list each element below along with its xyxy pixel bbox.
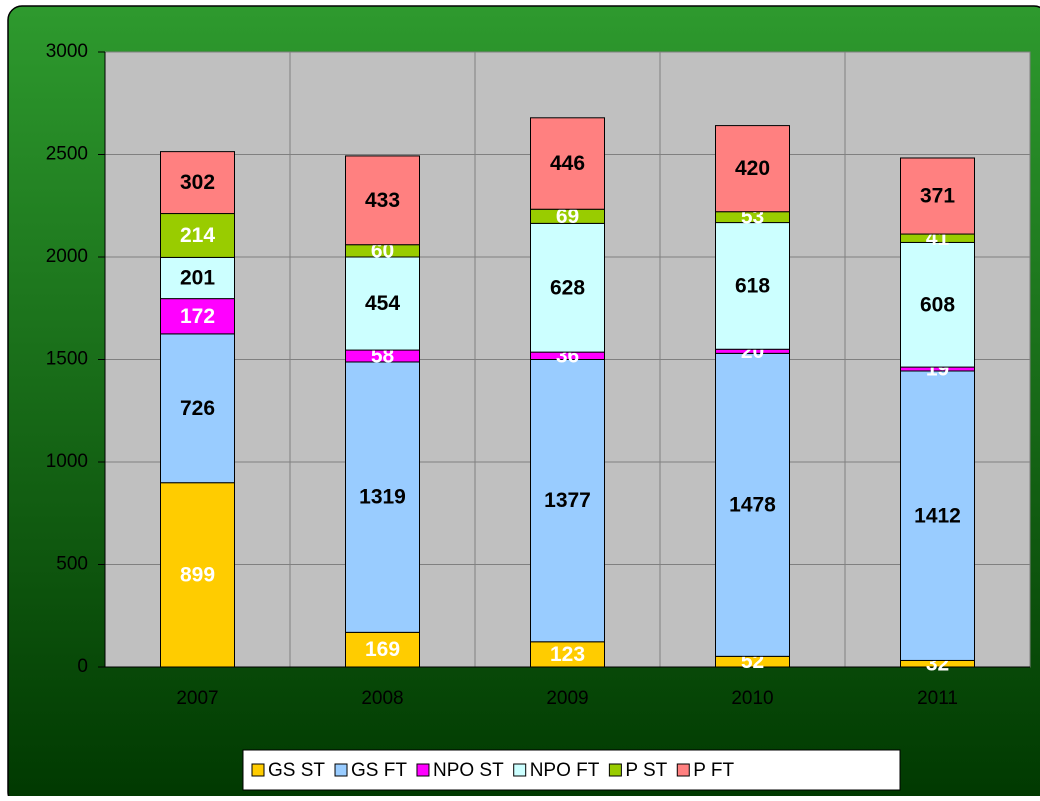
- data-label: 214: [180, 224, 215, 247]
- data-label: 1319: [359, 486, 406, 509]
- legend-label: GS FT: [351, 760, 407, 781]
- y-tick-label: 1500: [46, 349, 88, 370]
- bar-segment: [160, 333, 235, 484]
- data-label: 726: [180, 397, 215, 420]
- data-label: 608: [920, 293, 955, 316]
- legend: [242, 749, 901, 791]
- legend-label: NPO FT: [530, 760, 600, 781]
- data-label: 628: [550, 276, 585, 299]
- data-label: 123: [550, 643, 585, 666]
- data-label: 169: [365, 638, 400, 661]
- x-tick-label: 2008: [361, 688, 403, 709]
- bar-segment: [160, 151, 235, 215]
- data-label: 420: [735, 157, 770, 180]
- bar-segment: [715, 222, 790, 350]
- data-label: 454: [365, 292, 400, 315]
- legend-swatch: [334, 763, 348, 777]
- y-tick-label: 1000: [46, 451, 88, 472]
- bar-segment: [530, 359, 605, 643]
- legend-label: P FT: [693, 760, 734, 781]
- bar-segment: [530, 117, 605, 210]
- legend-swatch: [513, 763, 527, 777]
- x-tick-label: 2009: [546, 688, 588, 709]
- bar-segment: [345, 631, 420, 668]
- data-label: 201: [180, 267, 215, 290]
- legend-label: P ST: [625, 760, 667, 781]
- legend-swatch: [251, 763, 265, 777]
- data-label: 69: [556, 205, 579, 228]
- y-tick-label: 3000: [46, 41, 88, 62]
- bar-segment: [160, 298, 235, 335]
- x-tick-label: 2007: [176, 688, 218, 709]
- legend-label: GS ST: [268, 760, 325, 781]
- bar-segment: [715, 352, 790, 657]
- bar-segment: [530, 222, 605, 353]
- bar-segment: [345, 256, 420, 351]
- y-tick-label: 500: [56, 554, 88, 575]
- data-label: 446: [550, 152, 585, 175]
- data-label: 1412: [914, 504, 961, 527]
- y-tick-label: 2000: [46, 246, 88, 267]
- bar-segment: [345, 361, 420, 633]
- data-label: 618: [735, 274, 770, 297]
- bar-segment: [900, 241, 975, 368]
- bar-segment: [715, 125, 790, 213]
- legend-swatch: [416, 763, 430, 777]
- bar-segment: [530, 641, 605, 668]
- x-tick-label: 2011: [917, 688, 958, 709]
- data-label: 172: [180, 305, 215, 328]
- data-label: 302: [180, 171, 215, 194]
- data-label: 1377: [544, 489, 591, 512]
- data-label: 433: [365, 189, 400, 212]
- y-tick-label: 0: [77, 656, 88, 677]
- bar-segment: [900, 157, 975, 235]
- y-tick-label: 2500: [46, 144, 88, 165]
- data-label: 371: [920, 185, 955, 208]
- data-label: 899: [180, 563, 215, 586]
- x-tick-label: 2010: [731, 688, 773, 709]
- bar-segment: [160, 482, 235, 668]
- legend-label: NPO ST: [433, 760, 504, 781]
- bar-segment: [160, 256, 235, 300]
- legend-swatch: [676, 763, 690, 777]
- data-label: 1478: [729, 493, 776, 516]
- bar-segment: [345, 155, 420, 246]
- legend-swatch: [608, 763, 622, 777]
